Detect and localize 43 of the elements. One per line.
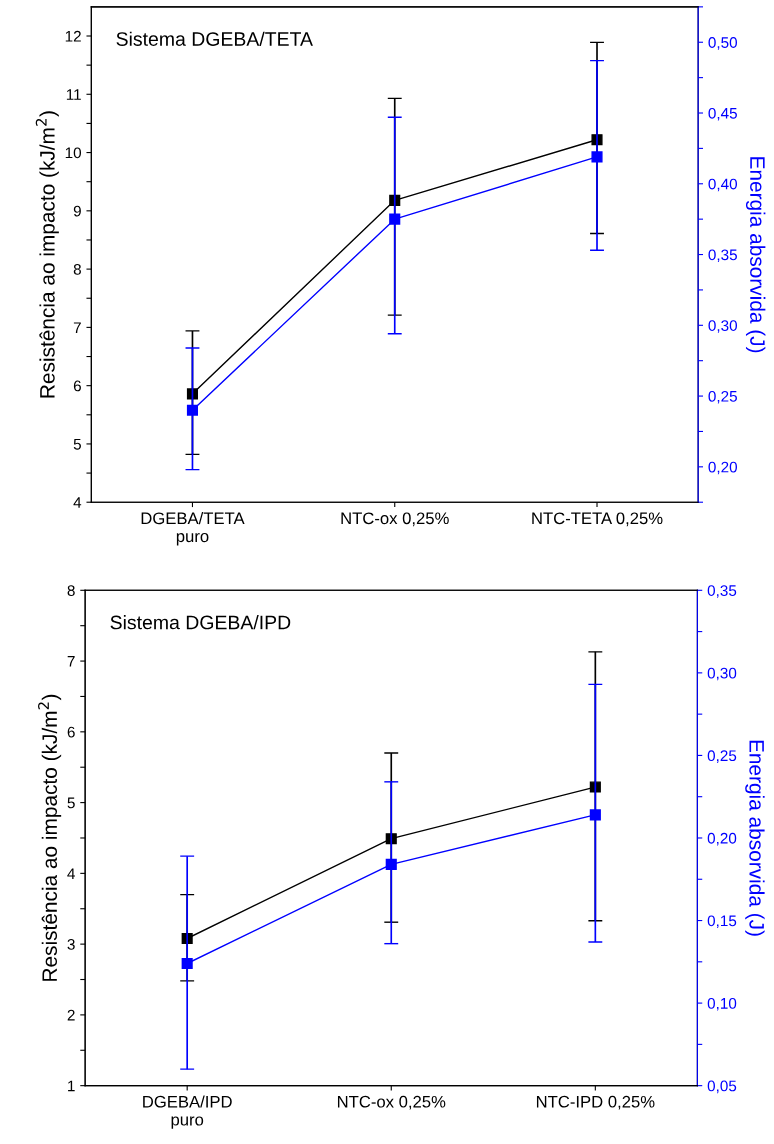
y2-axis-title: Energia absorvida (J) (745, 740, 765, 936)
y-tick-label: 12 (65, 30, 81, 42)
y2-tick-label: 0,20 (708, 461, 738, 475)
y2-axis-title: Energia absorvida (J) (745, 157, 766, 353)
y2-tick-label: 0,35 (708, 249, 737, 263)
y2-tick-label: 0,05 (707, 1080, 737, 1094)
y-axis-title: Resistência ao impacto (kJ/m$^{2}$) (35, 111, 59, 398)
y-tick-label: 7 (67, 656, 75, 667)
y2-tick-label: 0,15 (707, 915, 737, 929)
y2-tick-label: 0,35 (707, 585, 737, 598)
y2-tick-label: 0,25 (707, 750, 737, 763)
y2-tick-label: 0,25 (708, 390, 737, 404)
y2-tick-label: 0,20 (707, 832, 737, 846)
y-tick-label: 4 (67, 868, 75, 879)
y2-tick-label: 0,10 (707, 997, 737, 1011)
y-tick-label: 9 (73, 205, 81, 217)
y2-tick-label: 0,40 (708, 178, 738, 192)
y2-tick-label: 0,45 (708, 107, 737, 121)
y2-tick-label: 0,50 (708, 37, 738, 50)
x-tick-label: DGEBA/TETA puro (141, 511, 245, 546)
y-tick-label: 7 (73, 322, 81, 333)
y-tick-label: 5 (67, 797, 75, 809)
y-tick-label: 8 (67, 585, 75, 596)
y2-tick-label: 0,30 (707, 667, 737, 681)
y-tick-label: 11 (66, 89, 81, 100)
y-tick-label: 3 (67, 938, 75, 950)
y-tick-label: 1 (68, 1080, 75, 1092)
y-tick-label: 6 (73, 380, 81, 392)
y2-tick-label: 0,30 (708, 320, 738, 333)
y-tick-label: 2 (67, 1009, 75, 1021)
x-tick-label: NTC-ox 0,25% (341, 512, 449, 527)
y-tick-label: 8 (73, 263, 81, 275)
x-tick-label: NTC-ox 0,25% (337, 1095, 446, 1110)
y-tick-label: 4 (73, 497, 82, 508)
x-tick-label: NTC-TETA 0,25% (532, 512, 663, 527)
text: Sistema DGEBA/TETA (116, 31, 313, 46)
y-tick-label: 6 (67, 726, 75, 738)
y-tick-label: 10 (65, 147, 82, 159)
text: Sistema DGEBA/IPD (110, 615, 291, 630)
x-tick-label: NTC-IPD 0,25% (536, 1095, 655, 1110)
x-tick-label: DGEBA/IPD puro (143, 1095, 232, 1129)
y-axis-title: Resistência ao impacto (kJ/m$^{2}$) (38, 694, 62, 981)
y-tick-label: 5 (73, 438, 81, 450)
